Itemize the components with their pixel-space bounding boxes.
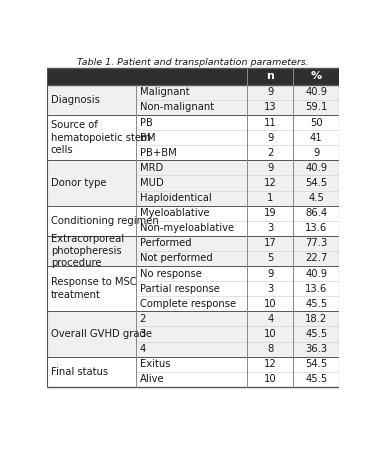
Text: 86.4: 86.4 [305,208,328,218]
Text: Performed: Performed [140,238,192,248]
Text: 5: 5 [267,254,274,263]
Text: 13.6: 13.6 [305,223,328,234]
Text: 59.1: 59.1 [305,102,328,113]
Text: Response to MSC
treatment: Response to MSC treatment [51,277,136,300]
Text: 45.5: 45.5 [305,299,328,309]
Text: 3: 3 [140,329,146,339]
Text: 54.5: 54.5 [305,359,328,369]
Text: 4: 4 [267,314,273,324]
Text: 10: 10 [264,299,277,309]
Text: 8: 8 [267,344,273,354]
Text: 40.9: 40.9 [305,163,328,173]
Bar [47,236,339,266]
Text: PB: PB [140,118,153,127]
Text: Overall GVHD grade: Overall GVHD grade [51,329,152,339]
Text: 9: 9 [313,148,320,158]
Text: 12: 12 [264,178,277,188]
Text: 9: 9 [267,133,274,142]
Text: 13: 13 [264,102,277,113]
Text: 41: 41 [310,133,323,142]
Text: 2: 2 [267,148,274,158]
Text: 3: 3 [267,283,273,294]
Bar [47,160,339,205]
Text: 36.3: 36.3 [305,344,328,354]
Bar [47,205,339,236]
Text: 17: 17 [264,238,277,248]
Text: 2: 2 [140,314,146,324]
Text: n: n [267,71,274,81]
Text: 1: 1 [267,193,274,203]
Text: BM: BM [140,133,155,142]
Text: Donor type: Donor type [51,178,106,188]
Text: 19: 19 [264,208,277,218]
Text: Malignant: Malignant [140,87,189,97]
Text: 10: 10 [264,329,277,339]
Text: No response: No response [140,269,202,279]
Text: Exitus: Exitus [140,359,170,369]
Text: 13.6: 13.6 [305,283,328,294]
Text: 9: 9 [267,163,274,173]
Text: %: % [311,71,322,81]
Text: Not performed: Not performed [140,254,213,263]
Text: 50: 50 [310,118,323,127]
Text: 12: 12 [264,359,277,369]
Text: 77.3: 77.3 [305,238,328,248]
Text: 4: 4 [140,344,146,354]
Bar [47,115,339,160]
Text: Table 1. Patient and transplantation parameters.: Table 1. Patient and transplantation par… [77,57,309,67]
Text: Alive: Alive [140,375,164,384]
Text: Complete response: Complete response [140,299,236,309]
Bar [47,68,339,85]
Text: 45.5: 45.5 [305,375,328,384]
Text: 9: 9 [267,269,274,279]
Text: Final status: Final status [51,367,108,377]
Bar [47,357,339,387]
Text: Conditioning regimen: Conditioning regimen [51,216,158,226]
Text: Diagnosis: Diagnosis [51,95,100,105]
Text: 3: 3 [267,223,273,234]
Bar [47,311,339,357]
Text: 18.2: 18.2 [305,314,328,324]
Text: Non-myeloablative: Non-myeloablative [140,223,234,234]
Bar [47,266,339,311]
Bar [47,85,339,115]
Text: 10: 10 [264,375,277,384]
Text: 4.5: 4.5 [308,193,324,203]
Text: 11: 11 [264,118,277,127]
Text: MUD: MUD [140,178,164,188]
Text: 22.7: 22.7 [305,254,328,263]
Text: 40.9: 40.9 [305,87,328,97]
Text: Source of
hematopoietic stem
cells: Source of hematopoietic stem cells [51,120,150,155]
Text: Partial response: Partial response [140,283,220,294]
Text: Extracorporeal
photopheresis
procedure: Extracorporeal photopheresis procedure [51,234,124,269]
Text: PB+BM: PB+BM [140,148,176,158]
Text: MRD: MRD [140,163,163,173]
Text: Myeloablative: Myeloablative [140,208,209,218]
Text: 9: 9 [267,87,274,97]
Text: Non-malignant: Non-malignant [140,102,214,113]
Text: 40.9: 40.9 [305,269,328,279]
Text: 54.5: 54.5 [305,178,328,188]
Text: 45.5: 45.5 [305,329,328,339]
Text: Haploidentical: Haploidentical [140,193,211,203]
